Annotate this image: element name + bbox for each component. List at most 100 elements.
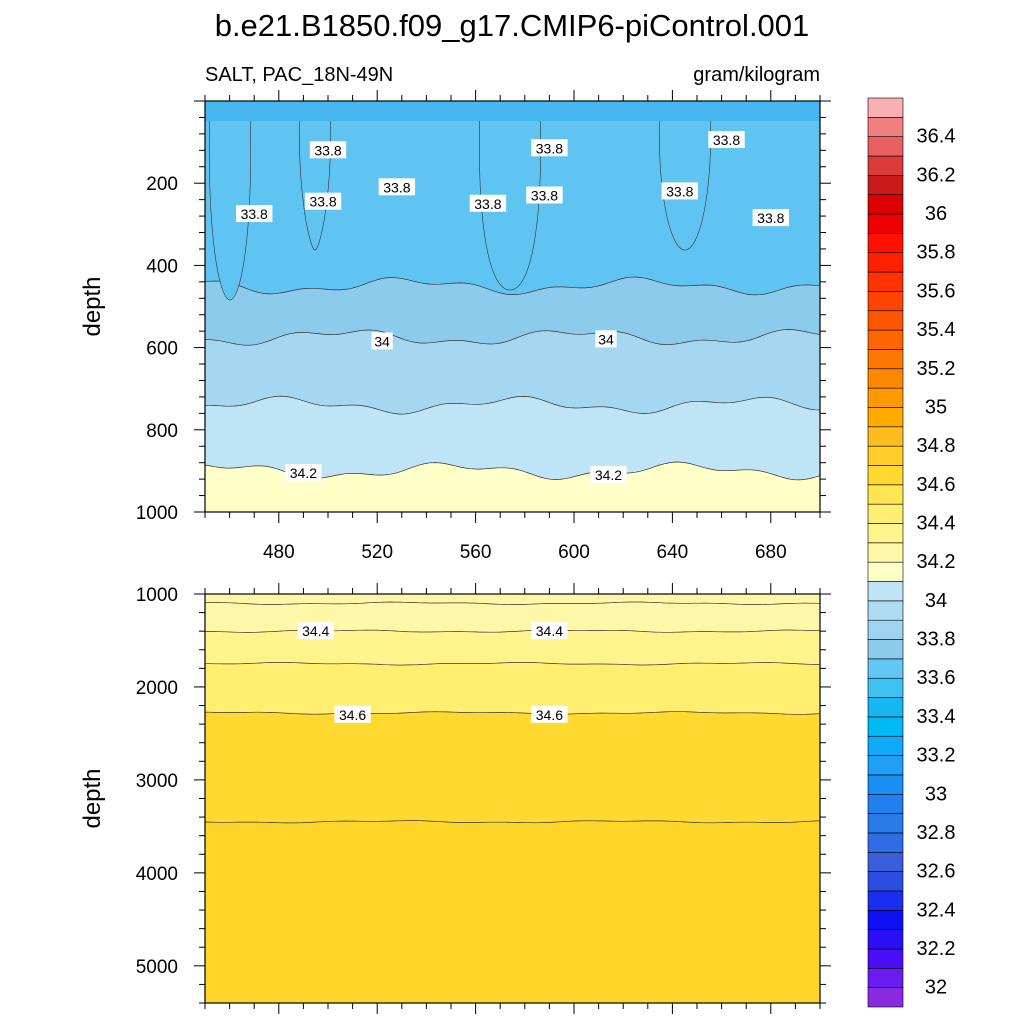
- colorbar-label: 36: [925, 203, 947, 225]
- contour-label: 33.8: [236, 205, 273, 223]
- contour-label: 33.8: [661, 182, 698, 200]
- fresh-plume: [299, 101, 331, 251]
- contour-label: 33.8: [378, 178, 416, 196]
- contour-label-text: 33.8: [757, 210, 784, 226]
- isohaline-line: [205, 395, 820, 415]
- colorbar-box: [867, 832, 904, 853]
- colorbar-box: [867, 136, 904, 157]
- colorbar-label: 32.4: [917, 899, 956, 921]
- colorbar-box: [867, 677, 904, 698]
- colorbar-box: [867, 755, 904, 776]
- y-tick-label: 5000: [136, 957, 178, 978]
- colorbar-box: [867, 252, 904, 273]
- colorbar-label: 33.4: [917, 706, 956, 728]
- colorbar-box: [867, 735, 904, 756]
- colorbar-box: [867, 871, 904, 892]
- contour-label-text: 34.6: [339, 707, 366, 723]
- right-subtitle: gram/kilogram: [693, 64, 820, 86]
- colorbar-label: 35.6: [917, 280, 956, 302]
- colorbar-box: [867, 349, 904, 370]
- contour-label: 33.8: [531, 139, 568, 157]
- colorbar-box: [867, 117, 904, 137]
- colorbar-box: [867, 368, 904, 389]
- y-tick-label: 4000: [136, 864, 178, 885]
- colorbar-label: 32: [925, 977, 947, 999]
- x-tick-label: 560: [460, 542, 492, 563]
- figure-title: b.e21.B1850.f09_g17.CMIP6-piControl.001: [215, 8, 810, 43]
- contour-fill-band: [205, 820, 820, 1003]
- colorbar-label: 32.6: [917, 861, 956, 883]
- y-tick-label: 3000: [136, 771, 178, 792]
- y-tick-label: 200: [146, 174, 178, 195]
- left-subtitle: SALT, PAC_18N-49N: [205, 64, 393, 86]
- contour-label: 34: [595, 330, 617, 348]
- colorbar-box: [867, 716, 904, 737]
- y-tick-label: 600: [146, 339, 178, 360]
- contour-label: 33.8: [304, 192, 342, 210]
- colorbar-box: [867, 97, 904, 118]
- contour-label-text: 33.8: [474, 196, 501, 212]
- colorbar-label: 35.2: [917, 358, 956, 380]
- lower-panel: 34.4 34.4 34.6 34.6 1000 2000 3000 4000 5000 dept…: [79, 583, 831, 1014]
- colorbar-box: [867, 600, 904, 621]
- isohaline-line: [205, 329, 820, 346]
- contour-label-text: 33.8: [241, 206, 268, 222]
- contour-label-text: 33.8: [314, 142, 341, 158]
- colorbar-box: [867, 987, 904, 1008]
- y-tick-label: 800: [146, 421, 178, 442]
- contour-label-text: 33.8: [713, 132, 740, 148]
- isohaline-line: [205, 601, 820, 605]
- colorbar-box: [867, 948, 904, 969]
- x-tick-label: 480: [263, 542, 295, 563]
- colorbar-label: 34.8: [917, 435, 956, 457]
- contour-label: 34.2: [590, 466, 627, 484]
- isohaline-line: [205, 711, 820, 715]
- contour-label-text: 34.2: [595, 467, 622, 483]
- contour-label-text: 33.8: [531, 188, 558, 204]
- colorbar-box: [867, 387, 904, 408]
- colorbar-box: [867, 465, 904, 486]
- colorbar-box: [867, 851, 904, 872]
- y-tick-label: 1000: [136, 585, 178, 606]
- contour-label-text: 33.8: [666, 183, 693, 199]
- colorbar-label: 33.2: [917, 745, 956, 767]
- contour-label-text: 34: [598, 331, 614, 347]
- colorbar-box: [867, 523, 904, 544]
- colorbar-label: 34.2: [917, 551, 956, 573]
- y-axis-label: depth: [79, 768, 106, 828]
- contour-label-text: 34.4: [302, 623, 329, 639]
- colorbar-label: 35: [925, 396, 947, 418]
- isohaline-line: [205, 276, 820, 296]
- colorbar-box: [867, 581, 904, 602]
- colorbar-box: [867, 484, 904, 505]
- colorbar-label: 32.2: [917, 938, 956, 960]
- colorbar-box: [867, 619, 904, 640]
- contour-label-text: 34: [374, 333, 390, 349]
- contour-label: 33.8: [708, 131, 745, 149]
- colorbar-box: [867, 445, 904, 466]
- isohaline-line: [205, 662, 820, 666]
- contour-label: 34.6: [334, 705, 371, 723]
- colorbar-label: 34: [925, 590, 947, 612]
- colorbar-box: [867, 813, 904, 834]
- colorbar-box: [867, 542, 904, 563]
- colorbar-label: 36.4: [917, 126, 956, 148]
- contour-label-text: 34.4: [536, 623, 563, 639]
- colorbar-box: [867, 968, 904, 988]
- upper-panel: 33.8 33.8 33.8 33.8 33.8 33.8 33.8 33.8 33.8 33.8…: [79, 90, 831, 563]
- colorbar-box: [867, 639, 904, 660]
- colorbar-box: [867, 407, 904, 428]
- colorbar-box: [867, 175, 904, 196]
- colorbar-box: [867, 194, 904, 215]
- colorbar-box: [867, 233, 904, 254]
- colorbar-box: [867, 213, 904, 234]
- contour-label-text: 33.8: [309, 194, 336, 210]
- contour-label: 33.8: [309, 141, 347, 159]
- colorbar-label: 36.2: [917, 164, 956, 186]
- colorbar-box: [867, 697, 904, 718]
- colorbar: 32 32.2 32.4 32.6 32.8 33 33.2 33.4 33.6 33.8 34 34…: [867, 97, 956, 1008]
- colorbar-box: [867, 561, 904, 582]
- colorbar-box: [867, 929, 904, 950]
- y-tick-label: 2000: [136, 678, 178, 699]
- colorbar-box: [867, 793, 904, 814]
